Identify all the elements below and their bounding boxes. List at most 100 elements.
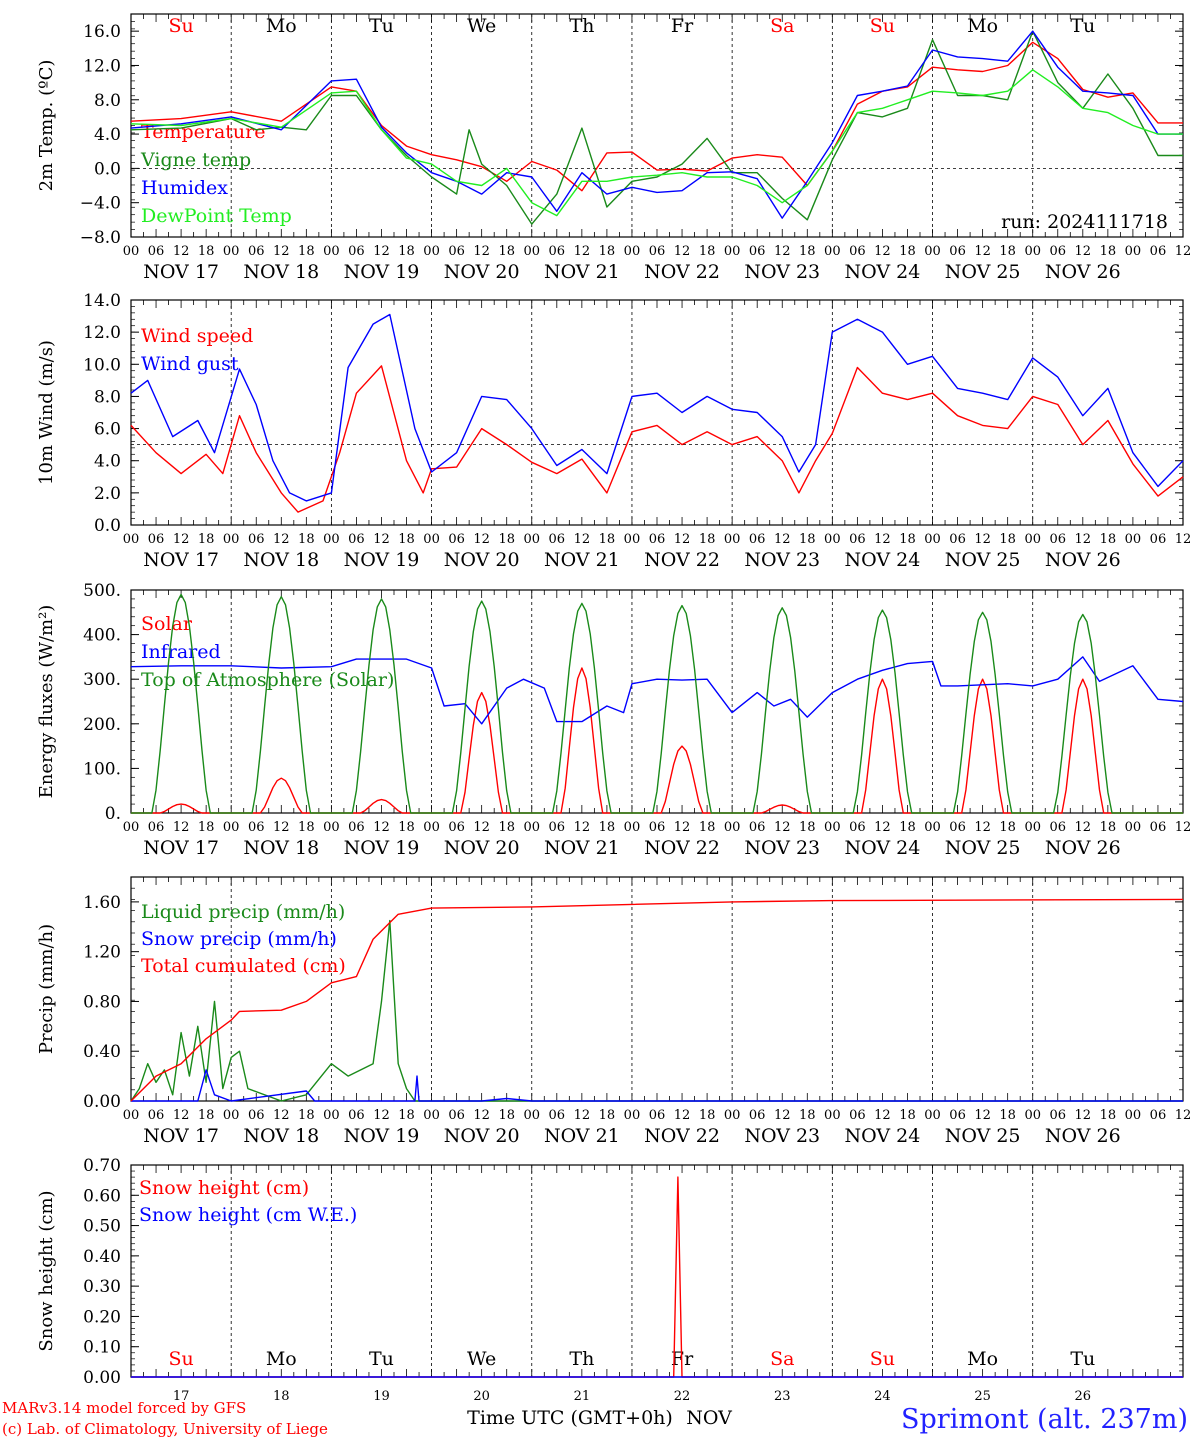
hour-tick-label: 18 — [599, 244, 616, 259]
hour-tick-label: 18 — [999, 532, 1016, 547]
y-tick-label: 14.0 — [83, 291, 121, 311]
date-label: NOV 18 — [243, 1125, 319, 1147]
date-label: NOV 24 — [845, 837, 921, 859]
hour-tick-label: 00 — [523, 820, 540, 835]
y-tick-label: 1.20 — [83, 943, 121, 963]
hour-tick-label: 06 — [448, 532, 465, 547]
hour-tick-label: 06 — [549, 1108, 566, 1123]
date-label: NOV 20 — [444, 1125, 520, 1147]
hour-tick-label: 00 — [824, 820, 841, 835]
hour-tick-label: 18 — [699, 532, 716, 547]
hour-tick-label: 12 — [874, 532, 891, 547]
date-label: NOV 24 — [845, 549, 921, 571]
hour-tick-label: 06 — [1150, 820, 1167, 835]
day-number-label: 26 — [1075, 1389, 1092, 1404]
y-axis-label: Snow height (cm) — [36, 1190, 57, 1351]
hour-tick-label: 06 — [649, 820, 666, 835]
hour-tick-label: 06 — [1150, 244, 1167, 259]
hour-tick-label: 18 — [599, 1108, 616, 1123]
legend-entry: Liquid precip (mm/h) — [141, 901, 345, 923]
hour-tick-label: 12 — [874, 1108, 891, 1123]
hour-tick-label: 12 — [273, 1108, 290, 1123]
day-number-label: 17 — [173, 1389, 190, 1404]
y-tick-label: 400. — [83, 626, 121, 646]
hour-tick-label: 00 — [824, 244, 841, 259]
y-tick-label: 0.40 — [83, 1042, 121, 1062]
weekday-label: Sa — [770, 15, 794, 37]
y-tick-label: 100. — [83, 759, 121, 779]
hour-tick-label: 18 — [198, 244, 215, 259]
hour-tick-label: 06 — [348, 820, 365, 835]
hour-tick-label: 00 — [223, 820, 240, 835]
hour-tick-label: 00 — [924, 1108, 941, 1123]
y-tick-label: 200. — [83, 715, 121, 735]
hour-tick-label: 00 — [624, 1108, 641, 1123]
hour-tick-label: 06 — [448, 820, 465, 835]
hour-tick-label: 00 — [824, 1108, 841, 1123]
legend-entry: Snow height (cm W.E.) — [139, 1204, 357, 1226]
hour-tick-label: 00 — [1024, 532, 1041, 547]
date-label: NOV 26 — [1045, 549, 1121, 571]
hour-tick-label: 18 — [699, 1108, 716, 1123]
hour-tick-label: 00 — [123, 820, 140, 835]
hour-tick-label: 00 — [123, 1108, 140, 1123]
y-tick-label: 500. — [83, 581, 121, 601]
hour-tick-label: 06 — [549, 244, 566, 259]
date-label: NOV 17 — [143, 1125, 219, 1147]
hour-tick-label: 12 — [1175, 244, 1192, 259]
y-tick-label: 0.80 — [83, 992, 121, 1012]
panel-4: 1.60 1.20 0.80 0.40 0.00 Precip (mm/h) 00 06 12 1… — [36, 876, 1191, 1147]
date-label: NOV 22 — [644, 1125, 720, 1147]
hour-tick-label: 06 — [1150, 532, 1167, 547]
date-label: NOV 22 — [644, 837, 720, 859]
weekday-label: Mo — [266, 15, 297, 37]
hour-tick-label: 06 — [649, 244, 666, 259]
hour-tick-label: 00 — [323, 532, 340, 547]
weekday-label: Su — [168, 1348, 193, 1370]
y-tick-label: 300. — [83, 670, 121, 690]
series-line-3 — [130, 898, 1184, 1102]
panel-1: 16.0 12.0 8.0 4.0 0.0 −4.0 −8.0 2m Temp. (ºC) 00… — [36, 13, 1192, 283]
hour-tick-label: 18 — [799, 820, 816, 835]
x-axis-month: NOV — [686, 1407, 732, 1429]
date-label: NOV 20 — [444, 837, 520, 859]
hour-tick-label: 00 — [423, 244, 440, 259]
hour-tick-label: 12 — [974, 244, 991, 259]
hour-tick-label: 12 — [674, 1108, 691, 1123]
hour-tick-label: 06 — [849, 820, 866, 835]
y-tick-label: 4.0 — [94, 452, 121, 472]
y-tick-label: 4.0 — [94, 125, 121, 145]
legend-entry: DewPoint Temp — [141, 205, 292, 227]
x-axis-title: Time UTC (GMT+0h) — [467, 1407, 673, 1429]
hour-tick-label: 18 — [298, 532, 315, 547]
hour-tick-label: 00 — [724, 1108, 741, 1123]
y-tick-label: 6.0 — [94, 420, 121, 440]
weekday-label: Su — [168, 15, 193, 37]
y-axis-label: 10m Wind (m/s) — [36, 340, 57, 485]
series-line-2 — [130, 313, 1184, 502]
day-number-label: 21 — [574, 1389, 591, 1404]
y-tick-label: 1.60 — [83, 893, 121, 913]
day-number-label: 22 — [674, 1389, 691, 1404]
date-label: NOV 21 — [544, 1125, 620, 1147]
weekday-label: Mo — [266, 1348, 297, 1370]
hour-tick-label: 00 — [1024, 820, 1041, 835]
hour-tick-label: 12 — [273, 244, 290, 259]
date-label: NOV 20 — [444, 261, 520, 283]
y-tick-label: 0.60 — [83, 1186, 121, 1206]
day-number-label: 24 — [874, 1389, 891, 1404]
hour-tick-label: 00 — [724, 244, 741, 259]
hour-tick-label: 18 — [999, 1108, 1016, 1123]
date-label: NOV 17 — [143, 837, 219, 859]
hour-tick-label: 12 — [1175, 820, 1192, 835]
hour-tick-label: 06 — [749, 244, 766, 259]
hour-tick-label: 18 — [498, 820, 515, 835]
series-line-1 — [130, 365, 1184, 513]
y-tick-label: 0.00 — [83, 1368, 121, 1388]
hour-tick-label: 00 — [624, 820, 641, 835]
hour-tick-label: 18 — [298, 244, 315, 259]
y-tick-label: 0.40 — [83, 1247, 121, 1267]
hour-tick-label: 06 — [649, 532, 666, 547]
hour-tick-label: 00 — [1125, 244, 1142, 259]
date-label: NOV 25 — [945, 1125, 1021, 1147]
